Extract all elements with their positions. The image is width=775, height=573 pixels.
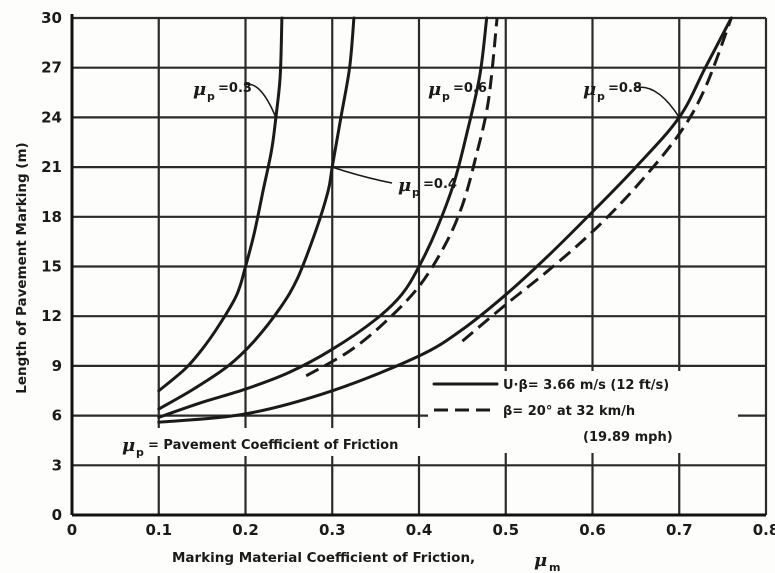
pavement-note: μ p = Pavement Coefficient of Friction xyxy=(118,428,438,459)
x-axis-symbol-sub: m xyxy=(549,561,560,573)
y-tick-label: 30 xyxy=(41,9,62,27)
x-tick-label: 0.6 xyxy=(579,521,606,539)
label-value: =0.3 xyxy=(218,81,252,96)
label-value: =0.4 xyxy=(423,177,457,192)
x-tick-label: 0 xyxy=(67,521,77,539)
x-tick-label: 0.1 xyxy=(145,521,172,539)
mu-symbol: μ xyxy=(398,175,411,196)
y-tick-label: 27 xyxy=(41,59,62,77)
legend: U·β= 3.66 m/s (12 ft/s) β= 20° at 32 km/… xyxy=(428,371,738,453)
mu-subscript: p xyxy=(412,186,420,199)
mu-symbol: μ xyxy=(193,79,206,100)
y-tick-label: 18 xyxy=(41,208,62,226)
legend-solid-label: U·β= 3.66 m/s (12 ft/s) xyxy=(503,378,669,393)
solid-curve-2 xyxy=(157,16,489,419)
label-leader xyxy=(331,166,393,184)
x-tick-label: 0.3 xyxy=(319,521,346,539)
y-tick-label: 12 xyxy=(41,307,62,325)
y-tick-label: 3 xyxy=(52,456,62,474)
label-value: =0.8 xyxy=(608,81,642,96)
label-leaders xyxy=(243,75,680,184)
tick-labels: 0 0.1 0.2 0.3 0.4 0.5 0.6 0.7 0.8 0 3 6 9 12 15 18 21 24 2… xyxy=(41,9,775,539)
mu-subscript: p xyxy=(207,90,215,103)
mu-symbol: μ xyxy=(122,435,135,456)
mu-subscript: p xyxy=(136,446,144,459)
solid-curve-0 xyxy=(157,16,284,393)
y-tick-label: 24 xyxy=(41,108,62,126)
solid-curve-1 xyxy=(157,16,356,411)
label-mu-0-3: μ p =0.3 xyxy=(193,79,252,103)
y-tick-label: 9 xyxy=(52,357,62,375)
label-leader xyxy=(633,86,680,118)
dashed-curve-5 xyxy=(461,17,733,343)
label-mu-0-4: μ p =0.4 xyxy=(398,175,457,199)
label-mu-0-6: μ p =0.6 xyxy=(428,79,487,103)
x-tick-label: 0.5 xyxy=(492,521,519,539)
x-tick-label: 0.8 xyxy=(753,521,775,539)
label-value: =0.6 xyxy=(453,81,487,96)
dashed-curve-3 xyxy=(305,17,499,378)
x-axis-title: Marking Material Coefficient of Friction… xyxy=(172,550,475,566)
mu-symbol: μ xyxy=(428,79,441,100)
label-leader xyxy=(477,75,481,90)
x-tick-label: 0.7 xyxy=(666,521,693,539)
y-tick-label: 15 xyxy=(41,258,62,276)
mu-subscript: p xyxy=(597,90,605,103)
y-axis-title: Length of Pavement Marking (m) xyxy=(14,142,30,393)
y-tick-label: 6 xyxy=(52,407,62,425)
pavement-note-backdrop xyxy=(118,428,438,456)
label-mu-0-8: μ p =0.8 xyxy=(583,79,642,103)
y-tick-label: 0 xyxy=(52,506,62,524)
legend-dashed-label: β= 20° at 32 km/h xyxy=(503,404,635,419)
x-tick-label: 0.4 xyxy=(406,521,433,539)
mu-subscript: p xyxy=(442,90,450,103)
pavement-note-text: = Pavement Coefficient of Friction xyxy=(148,438,398,453)
label-leader xyxy=(243,83,277,118)
axes xyxy=(70,14,766,517)
y-tick-label: 21 xyxy=(41,158,62,176)
x-axis-symbol: μ xyxy=(534,550,547,571)
legend-dashed-label-2: (19.89 mph) xyxy=(583,430,673,445)
x-tick-label: 0.2 xyxy=(232,521,259,539)
mu-symbol: μ xyxy=(583,79,596,100)
